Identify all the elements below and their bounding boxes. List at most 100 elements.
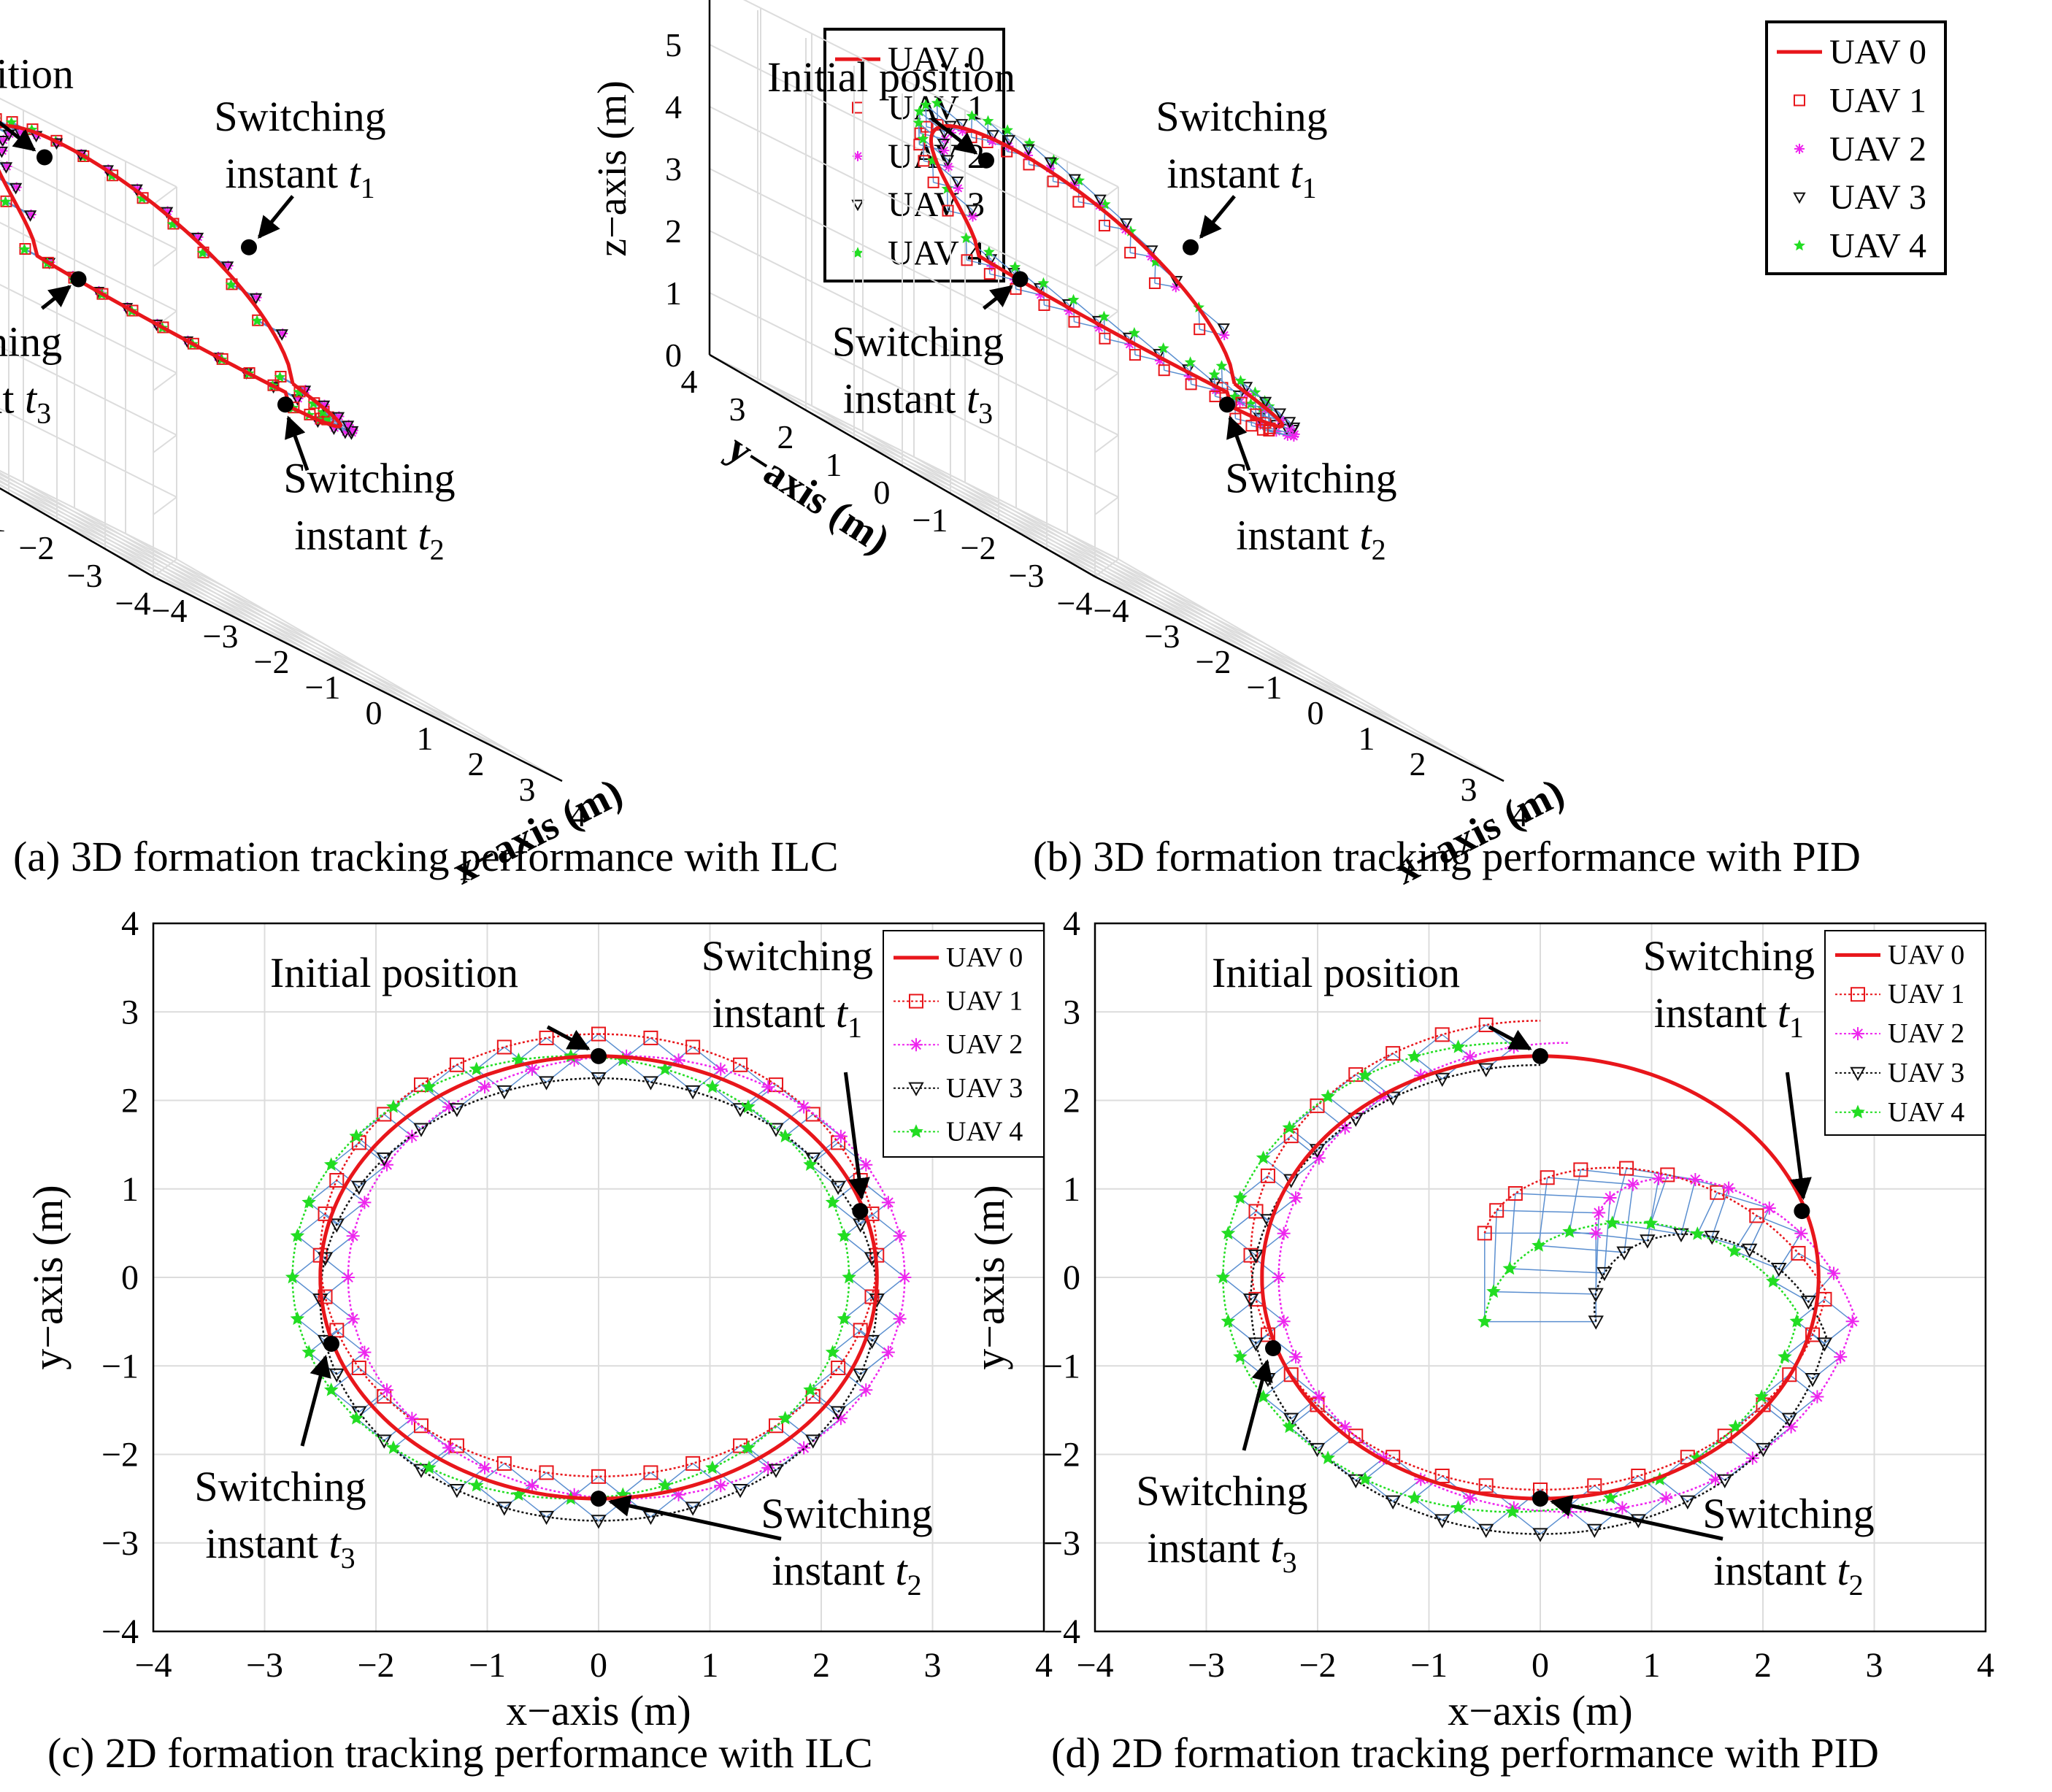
formation-link: [355, 1113, 413, 1160]
uav1-marker: [252, 314, 264, 326]
uav2-marker: [1463, 1050, 1477, 1064]
uav1-marker: [1386, 1046, 1401, 1061]
annotation-arrow: [843, 1072, 870, 1201]
uav1-marker: [413, 1418, 429, 1434]
y-tick-label: −1: [101, 1347, 139, 1385]
uav1-marker: [643, 1030, 658, 1045]
uav2-marker: [525, 1062, 539, 1076]
legend-box: [883, 930, 1045, 1158]
legend-marker: [851, 199, 864, 212]
uav2-marker: [346, 1229, 360, 1243]
grid-line: [23, 482, 410, 705]
uav1-marker: [983, 268, 996, 280]
annotation-arrow: [1242, 1359, 1273, 1451]
uav4-marker: [1229, 391, 1241, 402]
uav3-marker: [1002, 135, 1016, 147]
x-tick-label: 4: [1512, 796, 1529, 834]
uav1-marker: [1507, 1185, 1523, 1201]
uav1-marker: [1148, 277, 1161, 289]
legend-box: [1765, 20, 1947, 275]
grid-line: [153, 248, 177, 267]
uav1-marker: [1477, 1226, 1492, 1241]
uav3-marker: [0, 162, 13, 174]
uav1-marker: [1185, 378, 1197, 391]
uav4-marker: [1215, 1269, 1231, 1284]
formation-link: [1493, 1210, 1599, 1295]
y-axis-line: [0, 487, 154, 578]
plot-frame: [152, 922, 1045, 1633]
uav3-marker: [1119, 218, 1133, 230]
uav4-marker: [251, 315, 264, 326]
uav3-marker: [1309, 1442, 1326, 1458]
uav1-marker: [1283, 1367, 1299, 1383]
z-tick-label: 1: [665, 274, 682, 312]
annotation-arrow: [608, 1495, 782, 1541]
annotation-instant: instant t3: [843, 375, 993, 430]
formation-link: [569, 1476, 628, 1522]
grid-line: [0, 221, 177, 312]
uav3-marker: [1068, 174, 1081, 186]
uav4-marker: [1690, 1226, 1705, 1240]
uav2-marker: [1659, 1491, 1673, 1505]
grid-line: [1094, 496, 1119, 515]
uav4-marker: [469, 1477, 484, 1492]
annotation-t2: Switching instant t2: [1702, 1490, 1874, 1601]
uav1-marker: [318, 1289, 333, 1304]
uav2-marker: [1277, 1226, 1291, 1240]
formation-link: [1162, 347, 1190, 377]
formation-link: [1696, 1191, 1770, 1250]
uav4-marker: [741, 1440, 756, 1454]
legend-label-uav3: UAV 3: [1829, 178, 1926, 217]
uav3-marker: [1640, 1234, 1656, 1249]
annotation-switching: Switching: [194, 1463, 366, 1510]
caption-b: (b) 3D formation tracking performance wi…: [1033, 833, 1861, 880]
uav2-marker: [1589, 1226, 1603, 1240]
uav1-marker: [187, 337, 199, 350]
uav3-marker: [1805, 1372, 1821, 1388]
annotation-t3: Switching instant t3: [832, 318, 1004, 430]
uav4-marker: [18, 243, 31, 255]
uav1-marker: [1489, 1203, 1505, 1218]
uav2-marker: [293, 393, 304, 404]
formation-link: [965, 237, 993, 267]
grid-line: [1015, 507, 1402, 731]
uav2-marker: [358, 1196, 372, 1210]
y-axis-label: y−axis (m): [24, 1185, 72, 1369]
annotation-instant: instant t1: [225, 150, 374, 204]
x-tick-label: 2: [1754, 1646, 1772, 1685]
t1-point-dot: [241, 239, 257, 255]
uav4-marker: [386, 1440, 401, 1454]
uav2-marker: [1285, 423, 1296, 434]
x-tick-label: 3: [924, 1646, 942, 1685]
uav2-marker: [834, 1129, 848, 1143]
uav0-trajectory: [0, 123, 342, 428]
formation-link: [918, 110, 946, 140]
uav3-marker: [1781, 1412, 1797, 1427]
annotation-initial-position: Initial position: [0, 50, 74, 98]
uav2-marker: [26, 209, 36, 220]
uav2-marker: [340, 426, 351, 437]
uav1-marker: [329, 1173, 345, 1188]
uav1-marker: [864, 1289, 880, 1304]
annotation-instant: instant t3: [1147, 1524, 1296, 1579]
uav2-marker: [1834, 1350, 1848, 1364]
uav2-marker: [567, 1488, 581, 1501]
t3-point-dot: [323, 1335, 339, 1352]
uav3-marker: [950, 176, 964, 188]
grid-line: [709, 292, 1119, 498]
t2-point-dot: [1532, 1491, 1548, 1507]
legend-label-uav1: UAV 1: [1829, 81, 1926, 120]
uav4-marker: [1098, 310, 1110, 322]
annotation-switching: Switching: [1702, 1490, 1874, 1537]
y-tick-label: 3: [121, 993, 139, 1031]
x-tick-label: 1: [1359, 720, 1375, 757]
formation-link: [1129, 230, 1153, 258]
uav2-marker: [1069, 180, 1080, 191]
formation-link: [988, 250, 1015, 281]
grid-line: [153, 186, 177, 205]
grid-line: [0, 480, 322, 643]
uav3-marker: [941, 155, 955, 166]
uav1-marker: [1158, 364, 1170, 377]
uav4-marker: [1321, 1450, 1335, 1464]
uav4-marker: [1358, 1472, 1372, 1485]
